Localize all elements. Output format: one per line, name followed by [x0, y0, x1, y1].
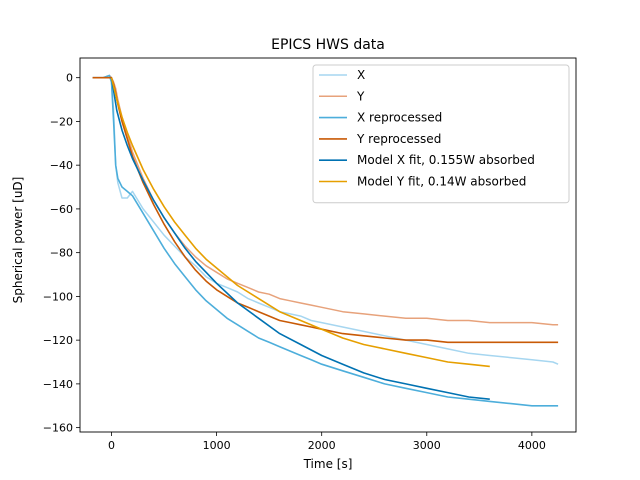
legend-label: X reprocessed — [357, 111, 442, 125]
series-line-6 — [110, 77, 490, 368]
chart-title: EPICS HWS data — [271, 37, 385, 53]
y-axis-label: Spherical power [uD] — [11, 177, 25, 304]
y-tick-label: −120 — [43, 334, 73, 347]
legend-label: X — [357, 68, 365, 82]
y-tick-label: −140 — [43, 378, 73, 391]
legend-label: Y reprocessed — [356, 132, 441, 146]
y-tick-label: −80 — [50, 247, 73, 260]
series-line-3 — [92, 74, 559, 407]
legend: XY X reprocessed Y reprocessed Model X fit,… — [312, 64, 570, 204]
x-tick-label: 2000 — [308, 439, 336, 452]
series-layer — [92, 74, 559, 407]
legend-label: Model X fit, 0.155W absorbed — [357, 153, 535, 167]
x-tick-label: 1000 — [203, 439, 231, 452]
legend-label: Y — [356, 89, 365, 103]
y-tick-label: −20 — [50, 115, 73, 128]
series-line-1 — [92, 74, 559, 365]
y-tick-label: 0 — [66, 72, 73, 85]
series-group — [92, 74, 559, 407]
y-tick-label: −100 — [43, 290, 73, 303]
y-tick-label: −60 — [50, 203, 73, 216]
x-axis-label: Time [s] — [303, 457, 353, 471]
x-tick-label: 0 — [108, 439, 115, 452]
legend-label: Model Y fit, 0.14W absorbed — [357, 175, 526, 189]
y-tick-label: −160 — [43, 422, 73, 435]
series-line-5 — [110, 77, 490, 400]
x-tick-label: 3000 — [413, 439, 441, 452]
plot-frame — [79, 57, 577, 433]
axes-layer: 0 1000 2000 3000 4000 0 −20 −40 −60 −80 −100 −120 −1… — [43, 57, 577, 452]
y-tick-label: −40 — [50, 159, 73, 172]
legend-frame — [312, 64, 570, 204]
x-tick-label: 4000 — [518, 439, 546, 452]
